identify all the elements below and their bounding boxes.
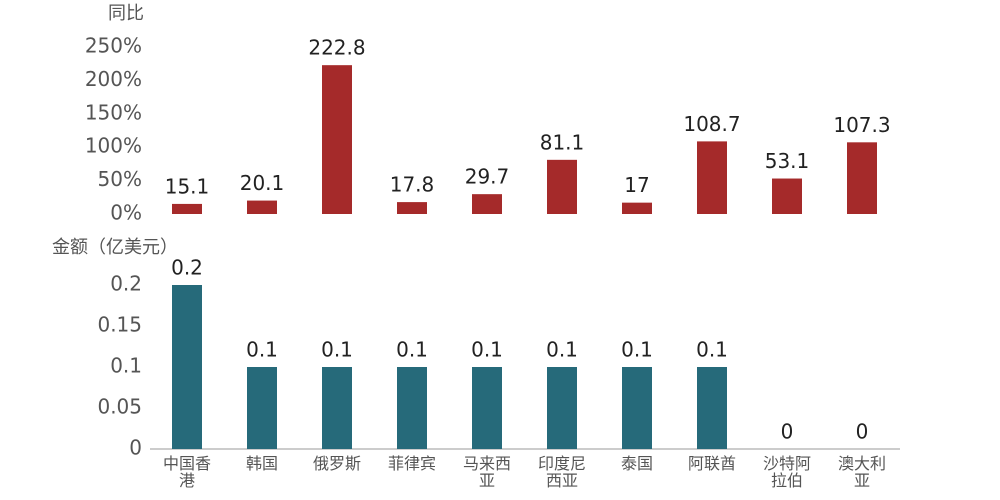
data-label: 0 [781, 420, 794, 444]
data-label: 0.1 [621, 338, 653, 362]
data-label: 0.1 [546, 338, 578, 362]
bar [547, 159, 577, 214]
bar [397, 202, 427, 214]
y-tick-label: 0% [110, 201, 142, 225]
data-label: 29.7 [465, 165, 510, 189]
bar [322, 367, 352, 449]
data-label: 53.1 [765, 149, 810, 173]
x-tick-label: 马来西亚 [462, 454, 511, 490]
x-tick-label: 阿联酋 [687, 454, 736, 473]
data-label: 17.8 [390, 173, 435, 197]
x-tick-label: 印度尼西亚 [537, 454, 586, 490]
data-label: 20.1 [240, 171, 285, 195]
bar [847, 142, 877, 214]
x-tick-label: 中国香港 [162, 454, 211, 490]
bar [247, 200, 277, 214]
x-tick-label: 沙特阿拉伯 [762, 454, 811, 490]
y-axis-title: 金额（亿美元） [52, 237, 178, 258]
data-label: 0 [856, 420, 869, 444]
bar [772, 178, 802, 214]
bar [472, 367, 502, 449]
bar [622, 367, 652, 449]
data-label: 15.1 [165, 174, 210, 198]
x-tick-label: 澳大利亚 [837, 454, 886, 490]
x-tick-label: 俄罗斯 [312, 454, 361, 473]
data-label: 81.1 [540, 130, 585, 154]
y-tick-label: 50% [98, 167, 142, 191]
bar [472, 194, 502, 214]
bar [697, 367, 727, 449]
bar [622, 202, 652, 214]
y-tick-label: 0.15 [97, 313, 142, 337]
data-label: 108.7 [683, 112, 740, 136]
y-axis-title: 同比 [108, 3, 144, 24]
bar [397, 367, 427, 449]
y-tick-label: 100% [85, 134, 142, 158]
y-tick-label: 250% [85, 34, 142, 58]
x-tick-label: 泰国 [620, 454, 653, 473]
data-label: 17 [624, 173, 649, 197]
y-tick-label: 0.2 [110, 272, 142, 296]
data-label: 0.1 [696, 338, 728, 362]
y-tick-label: 150% [85, 100, 142, 124]
data-label: 0.2 [171, 256, 203, 280]
bar [697, 141, 727, 214]
bar [547, 367, 577, 449]
data-label: 0.1 [396, 338, 428, 362]
bar [172, 203, 202, 214]
x-tick-label: 韩国 [245, 454, 278, 473]
y-tick-label: 0.05 [97, 395, 142, 419]
y-tick-label: 0.1 [110, 354, 142, 378]
data-label: 0.1 [246, 338, 278, 362]
data-label: 222.8 [308, 36, 365, 60]
data-label: 0.1 [471, 338, 503, 362]
y-tick-label: 200% [85, 67, 142, 91]
y-tick-label: 0 [129, 436, 142, 460]
x-tick-label: 菲律宾 [387, 454, 436, 473]
bar [322, 65, 352, 214]
bar [172, 285, 202, 449]
data-label: 107.3 [833, 113, 890, 137]
bar [247, 367, 277, 449]
data-label: 0.1 [321, 338, 353, 362]
